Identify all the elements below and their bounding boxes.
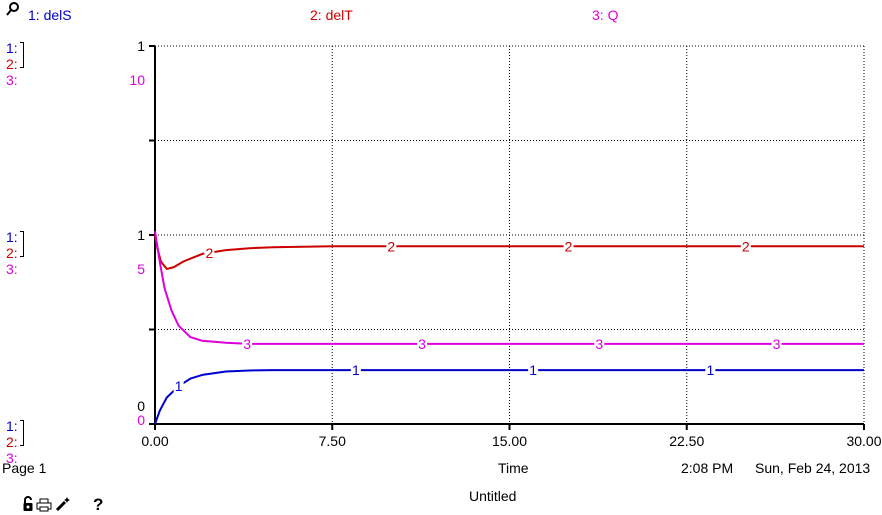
chart-axes: [149, 45, 865, 430]
legend-delT: 2: delT: [310, 7, 353, 23]
scale-prefix-3: 3:: [6, 450, 18, 466]
series-marker-bg: [350, 362, 361, 377]
series-marker-bg: [771, 335, 782, 350]
print-icon[interactable]: [36, 498, 52, 512]
series-marker-delT: 2: [205, 245, 213, 261]
scale-prefix-2: 2:: [6, 245, 18, 261]
series-marker-bg: [594, 335, 605, 350]
chart-series: [154, 231, 864, 425]
series-line-Q: [154, 231, 864, 345]
series-marker-delT: 2: [565, 238, 573, 254]
series-marker-bg: [528, 362, 539, 377]
scale-prefix-3: 3:: [6, 72, 18, 88]
scale-value: 1: [137, 38, 145, 54]
scale-value: 10: [129, 72, 145, 88]
series-marker-delT: 2: [742, 238, 750, 254]
series-line-delT: [154, 234, 864, 270]
scale-prefix-2: 2:: [6, 434, 18, 450]
x-tick-label: 0.00: [141, 433, 168, 449]
series-marker-Q: 3: [773, 336, 781, 352]
series-marker-bg: [386, 238, 397, 253]
series-marker-delT: 2: [387, 238, 395, 254]
series-marker-bg: [242, 335, 253, 350]
x-tick-label: 15.00: [492, 433, 527, 449]
scale-bracket: [20, 420, 24, 446]
page-number: Page 1: [2, 460, 47, 476]
series-marker-Q: 3: [595, 336, 603, 352]
scale-prefix-1: 1:: [6, 229, 18, 245]
scale-value: 1: [137, 227, 145, 243]
document-title: Untitled: [469, 488, 517, 504]
series-marker-bg: [173, 378, 184, 393]
chart-grid: [155, 45, 865, 424]
series-marker-Q: 3: [418, 336, 426, 352]
scale-value: 0: [137, 412, 145, 428]
series-marker-bg: [417, 335, 428, 350]
scale-prefix-1: 1:: [6, 40, 18, 56]
magic-wand-icon[interactable]: [55, 496, 71, 512]
scale-prefix-2: 2:: [6, 56, 18, 72]
series-marker-bg: [705, 362, 716, 377]
timestamp-date: Sun, Feb 24, 2013: [755, 460, 871, 476]
x-tick-labels: 0.00 7.50 15.00 22.50 30.00: [141, 433, 881, 449]
series-line-delS: [154, 369, 864, 425]
series-marker-bg: [740, 238, 751, 253]
legend-delS: 1: delS: [28, 7, 72, 23]
series-marker-bg: [563, 238, 574, 253]
timestamp-time: 2:08 PM: [681, 460, 734, 476]
scale-value: 5: [137, 261, 145, 277]
chart-series-markers: 1 1 1 1 2 2 2 2 3 3 3 3: [173, 238, 782, 394]
scale-value: 0: [137, 398, 145, 414]
pin-icon[interactable]: [6, 2, 20, 16]
help-button[interactable]: ?: [93, 495, 104, 514]
series-marker-Q: 3: [243, 336, 251, 352]
scale-bracket: [20, 42, 24, 68]
series-marker-delS: 1: [706, 362, 714, 378]
x-tick-label: 22.50: [669, 433, 704, 449]
lock-icon[interactable]: [22, 496, 34, 512]
x-tick-label: 7.50: [319, 433, 346, 449]
x-axis-label: Time: [498, 460, 529, 476]
series-marker-delS: 1: [529, 362, 537, 378]
scale-bracket: [20, 231, 24, 257]
legend-Q: 3: Q: [592, 7, 619, 23]
series-marker-bg: [204, 244, 215, 259]
x-tick-label: 30.00: [846, 433, 881, 449]
scale-prefix-3: 3:: [6, 261, 18, 277]
series-marker-delS: 1: [175, 378, 183, 394]
scale-prefix-1: 1:: [6, 418, 18, 434]
series-marker-delS: 1: [352, 362, 360, 378]
